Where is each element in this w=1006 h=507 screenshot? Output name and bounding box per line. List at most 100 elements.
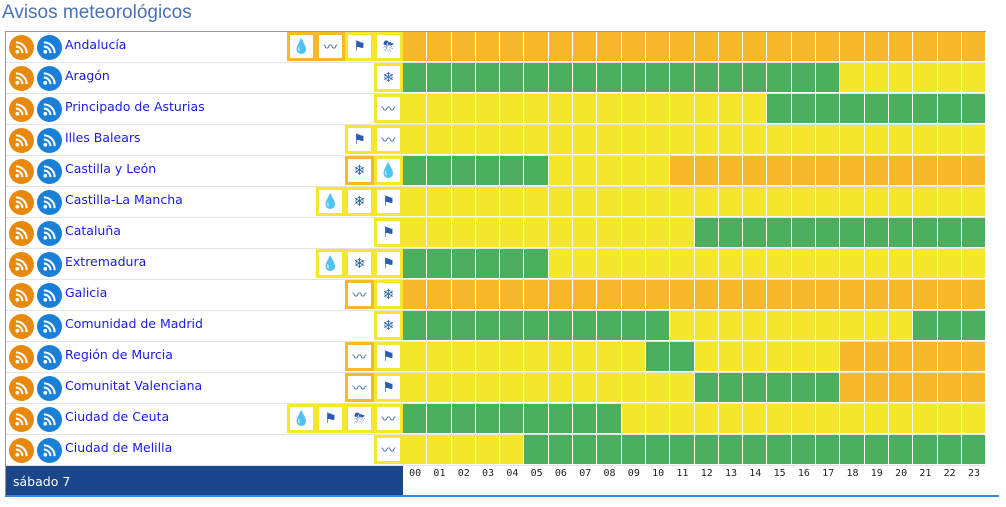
rss-subscribe-icon[interactable] bbox=[37, 189, 62, 215]
rss-subscribe-icon[interactable] bbox=[37, 34, 62, 60]
hour-cell-08[interactable] bbox=[597, 373, 622, 403]
region-link[interactable]: Principado de Asturias bbox=[65, 98, 205, 114]
region-link[interactable]: Castilla-La Mancha bbox=[65, 191, 183, 207]
hour-cell-09[interactable] bbox=[621, 280, 646, 310]
wind-warning-icon[interactable]: ⚑ bbox=[374, 342, 403, 371]
hour-cell-16[interactable] bbox=[791, 435, 817, 465]
storm-warning-icon[interactable]: ⛈ bbox=[374, 32, 403, 61]
hour-cell-01[interactable] bbox=[427, 63, 452, 93]
hour-cell-23[interactable] bbox=[961, 311, 987, 341]
hour-cell-14[interactable] bbox=[743, 435, 768, 465]
hour-cell-06[interactable] bbox=[548, 187, 574, 217]
region-link[interactable]: Galicia bbox=[65, 284, 108, 300]
hour-cell-17[interactable] bbox=[816, 342, 841, 372]
hour-cell-21[interactable] bbox=[913, 125, 938, 155]
hour-cell-22[interactable] bbox=[937, 342, 962, 372]
hour-cell-11[interactable] bbox=[670, 249, 695, 279]
hour-cell-23[interactable] bbox=[961, 156, 987, 186]
hour-cell-10[interactable] bbox=[645, 404, 671, 434]
hour-cell-02[interactable] bbox=[451, 249, 476, 279]
hour-cell-01[interactable] bbox=[427, 187, 452, 217]
rain-warning-icon[interactable]: 💧 bbox=[287, 32, 316, 61]
hour-cell-01[interactable] bbox=[427, 218, 452, 248]
region-link[interactable]: Andalucía bbox=[65, 36, 127, 52]
hour-cell-14[interactable] bbox=[743, 342, 768, 372]
hour-cell-13[interactable] bbox=[718, 156, 744, 186]
hour-cell-06[interactable] bbox=[548, 125, 574, 155]
hour-cell-09[interactable] bbox=[621, 342, 646, 372]
hour-cell-12[interactable] bbox=[694, 435, 719, 465]
hour-cell-22[interactable] bbox=[937, 435, 962, 465]
coast-warning-icon[interactable]: 〰 bbox=[316, 32, 345, 61]
hour-cell-19[interactable] bbox=[864, 404, 889, 434]
hour-cell-00[interactable] bbox=[403, 32, 428, 62]
hour-cell-01[interactable] bbox=[427, 156, 452, 186]
snow-warning-icon[interactable]: ❄ bbox=[374, 280, 403, 309]
hour-cell-01[interactable] bbox=[427, 373, 452, 403]
hour-cell-10[interactable] bbox=[645, 249, 671, 279]
hour-cell-05[interactable] bbox=[524, 342, 549, 372]
hour-cell-10[interactable] bbox=[645, 373, 671, 403]
hour-cell-14[interactable] bbox=[743, 280, 768, 310]
hour-cell-00[interactable] bbox=[403, 125, 428, 155]
hour-cell-18[interactable] bbox=[840, 63, 865, 93]
hour-cell-09[interactable] bbox=[621, 94, 646, 124]
hour-cell-20[interactable] bbox=[888, 187, 914, 217]
hour-cell-19[interactable] bbox=[864, 125, 889, 155]
hour-cell-14[interactable] bbox=[743, 311, 768, 341]
hour-cell-04[interactable] bbox=[500, 373, 525, 403]
region-link[interactable]: Cataluña bbox=[65, 222, 121, 238]
hour-cell-06[interactable] bbox=[548, 63, 574, 93]
hour-cell-08[interactable] bbox=[597, 249, 622, 279]
hour-cell-13[interactable] bbox=[718, 218, 744, 248]
hour-cell-04[interactable] bbox=[500, 249, 525, 279]
hour-cell-07[interactable] bbox=[573, 404, 598, 434]
region-link[interactable]: Ciudad de Melilla bbox=[65, 439, 173, 455]
hour-cell-19[interactable] bbox=[864, 342, 889, 372]
hour-cell-15[interactable] bbox=[767, 311, 792, 341]
wind-warning-icon[interactable]: ⚑ bbox=[345, 32, 374, 61]
hour-cell-18[interactable] bbox=[840, 32, 865, 62]
hour-cell-17[interactable] bbox=[816, 311, 841, 341]
hour-cell-09[interactable] bbox=[621, 404, 646, 434]
hour-cell-07[interactable] bbox=[573, 342, 598, 372]
hour-cell-00[interactable] bbox=[403, 94, 428, 124]
hour-cell-05[interactable] bbox=[524, 125, 549, 155]
hour-cell-12[interactable] bbox=[694, 280, 719, 310]
hour-cell-17[interactable] bbox=[816, 435, 841, 465]
region-link[interactable]: Extremadura bbox=[65, 253, 147, 269]
hour-cell-11[interactable] bbox=[670, 280, 695, 310]
hour-cell-13[interactable] bbox=[718, 280, 744, 310]
hour-cell-08[interactable] bbox=[597, 156, 622, 186]
hour-cell-15[interactable] bbox=[767, 249, 792, 279]
hour-cell-02[interactable] bbox=[451, 94, 476, 124]
hour-cell-12[interactable] bbox=[694, 94, 719, 124]
hour-cell-00[interactable] bbox=[403, 404, 428, 434]
hour-cell-07[interactable] bbox=[573, 218, 598, 248]
hour-cell-11[interactable] bbox=[670, 32, 695, 62]
hour-cell-07[interactable] bbox=[573, 187, 598, 217]
hour-cell-13[interactable] bbox=[718, 94, 744, 124]
hour-cell-00[interactable] bbox=[403, 342, 428, 372]
hour-cell-04[interactable] bbox=[500, 94, 525, 124]
hour-cell-20[interactable] bbox=[888, 249, 914, 279]
hour-cell-04[interactable] bbox=[500, 156, 525, 186]
hour-cell-03[interactable] bbox=[475, 280, 501, 310]
hour-cell-04[interactable] bbox=[500, 63, 525, 93]
hour-cell-00[interactable] bbox=[403, 435, 428, 465]
hour-cell-20[interactable] bbox=[888, 342, 914, 372]
hour-cell-18[interactable] bbox=[840, 156, 865, 186]
hour-cell-02[interactable] bbox=[451, 156, 476, 186]
hour-cell-07[interactable] bbox=[573, 373, 598, 403]
hour-cell-04[interactable] bbox=[500, 280, 525, 310]
hour-cell-02[interactable] bbox=[451, 125, 476, 155]
hour-cell-06[interactable] bbox=[548, 249, 574, 279]
hour-cell-13[interactable] bbox=[718, 125, 744, 155]
hour-cell-23[interactable] bbox=[961, 249, 987, 279]
hour-cell-15[interactable] bbox=[767, 187, 792, 217]
hour-cell-04[interactable] bbox=[500, 404, 525, 434]
rss-feed-icon[interactable] bbox=[9, 127, 34, 153]
hour-cell-04[interactable] bbox=[500, 187, 525, 217]
hour-cell-23[interactable] bbox=[961, 32, 987, 62]
hour-cell-02[interactable] bbox=[451, 187, 476, 217]
